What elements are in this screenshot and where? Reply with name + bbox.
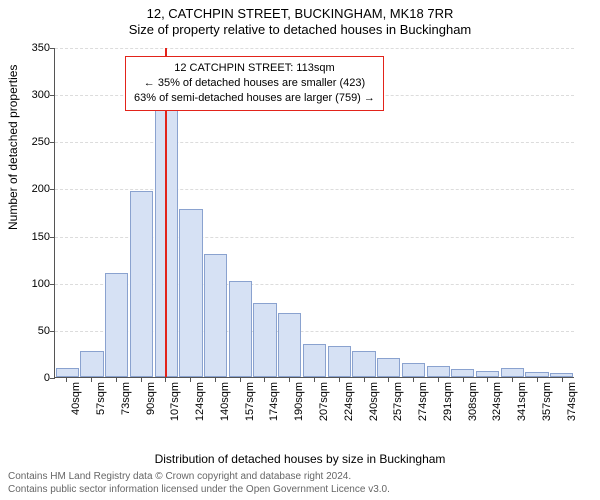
x-tick-mark	[141, 377, 142, 382]
x-tick-label: 274sqm	[417, 382, 429, 421]
bar-slot	[500, 48, 525, 377]
bar	[278, 313, 301, 377]
info-line-3: 63% of semi-detached houses are larger (…	[134, 91, 375, 106]
x-tick-mark	[487, 377, 488, 382]
bar	[80, 351, 103, 377]
bar-slot	[55, 48, 80, 377]
bar-slot	[80, 48, 105, 377]
x-tick-mark	[240, 377, 241, 382]
bar	[377, 358, 400, 377]
x-tick-label: 324sqm	[491, 382, 503, 421]
footer-line-1: Contains HM Land Registry data © Crown c…	[8, 471, 390, 484]
x-tick-label: 40sqm	[70, 382, 82, 415]
x-tick-mark	[116, 377, 117, 382]
x-tick-mark	[215, 377, 216, 382]
x-tick-label: 308sqm	[467, 382, 479, 421]
x-tick-mark	[438, 377, 439, 382]
y-tick-label: 350	[20, 42, 50, 54]
bar-slot	[549, 48, 574, 377]
x-tick-label: 107sqm	[169, 382, 181, 421]
x-tick-label: 90sqm	[145, 382, 157, 415]
x-tick-mark	[165, 377, 166, 382]
bar-slot	[475, 48, 500, 377]
bar	[130, 191, 153, 377]
page-title: 12, CATCHPIN STREET, BUCKINGHAM, MK18 7R…	[0, 6, 600, 22]
x-tick-label: 357sqm	[541, 382, 553, 421]
x-tick-label: 240sqm	[368, 382, 380, 421]
x-tick-label: 291sqm	[442, 382, 454, 421]
y-tick-label: 250	[20, 136, 50, 148]
x-tick-label: 73sqm	[120, 382, 132, 415]
bar	[229, 281, 252, 377]
x-tick-mark	[91, 377, 92, 382]
bar-slot	[525, 48, 550, 377]
page-subtitle: Size of property relative to detached ho…	[0, 22, 600, 38]
bar	[352, 351, 375, 377]
bar	[179, 209, 202, 377]
x-tick-mark	[388, 377, 389, 382]
x-tick-label: 257sqm	[392, 382, 404, 421]
x-tick-mark	[463, 377, 464, 382]
attribution-footer: Contains HM Land Registry data © Crown c…	[8, 471, 390, 496]
info-line-1: 12 CATCHPIN STREET: 113sqm	[134, 61, 375, 76]
x-tick-label: 190sqm	[293, 382, 305, 421]
x-tick-mark	[339, 377, 340, 382]
bar	[204, 254, 227, 377]
y-tick-label: 200	[20, 183, 50, 195]
x-tick-mark	[190, 377, 191, 382]
y-tick-mark	[50, 378, 55, 379]
x-tick-mark	[364, 377, 365, 382]
x-tick-label: 140sqm	[219, 382, 231, 421]
footer-line-2: Contains public sector information licen…	[8, 484, 390, 497]
y-tick-label: 150	[20, 231, 50, 243]
histogram-chart: 12 CATCHPIN STREET: 113sqm ← 35% of deta…	[54, 48, 574, 412]
x-tick-label: 124sqm	[194, 382, 206, 421]
x-tick-mark	[66, 377, 67, 382]
bar	[253, 303, 276, 377]
bar	[105, 273, 128, 377]
plot-area: 12 CATCHPIN STREET: 113sqm ← 35% of deta…	[54, 48, 574, 378]
y-tick-label: 0	[20, 372, 50, 384]
bar	[451, 369, 474, 377]
info-box: 12 CATCHPIN STREET: 113sqm ← 35% of deta…	[125, 56, 384, 111]
x-tick-mark	[289, 377, 290, 382]
bar	[402, 363, 425, 377]
x-tick-label: 374sqm	[566, 382, 578, 421]
bar-slot	[426, 48, 451, 377]
bar	[427, 366, 450, 377]
x-tick-label: 57sqm	[95, 382, 107, 415]
bar	[501, 368, 524, 377]
x-tick-mark	[413, 377, 414, 382]
x-tick-mark	[562, 377, 563, 382]
bar-slot	[401, 48, 426, 377]
x-tick-mark	[264, 377, 265, 382]
x-tick-mark	[512, 377, 513, 382]
bar	[328, 346, 351, 377]
x-tick-mark	[314, 377, 315, 382]
x-tick-label: 207sqm	[318, 382, 330, 421]
info-line-2: ← 35% of detached houses are smaller (42…	[134, 76, 375, 91]
y-tick-label: 300	[20, 89, 50, 101]
y-axis-label: Number of detached properties	[6, 65, 20, 230]
bar	[303, 344, 326, 377]
bar-slot	[451, 48, 476, 377]
x-tick-label: 224sqm	[343, 382, 355, 421]
x-tick-label: 341sqm	[516, 382, 528, 421]
x-tick-mark	[537, 377, 538, 382]
y-tick-label: 50	[20, 325, 50, 337]
x-axis-label: Distribution of detached houses by size …	[0, 452, 600, 466]
y-tick-label: 100	[20, 278, 50, 290]
bar	[56, 368, 79, 377]
x-tick-label: 174sqm	[268, 382, 280, 421]
x-tick-label: 157sqm	[244, 382, 256, 421]
